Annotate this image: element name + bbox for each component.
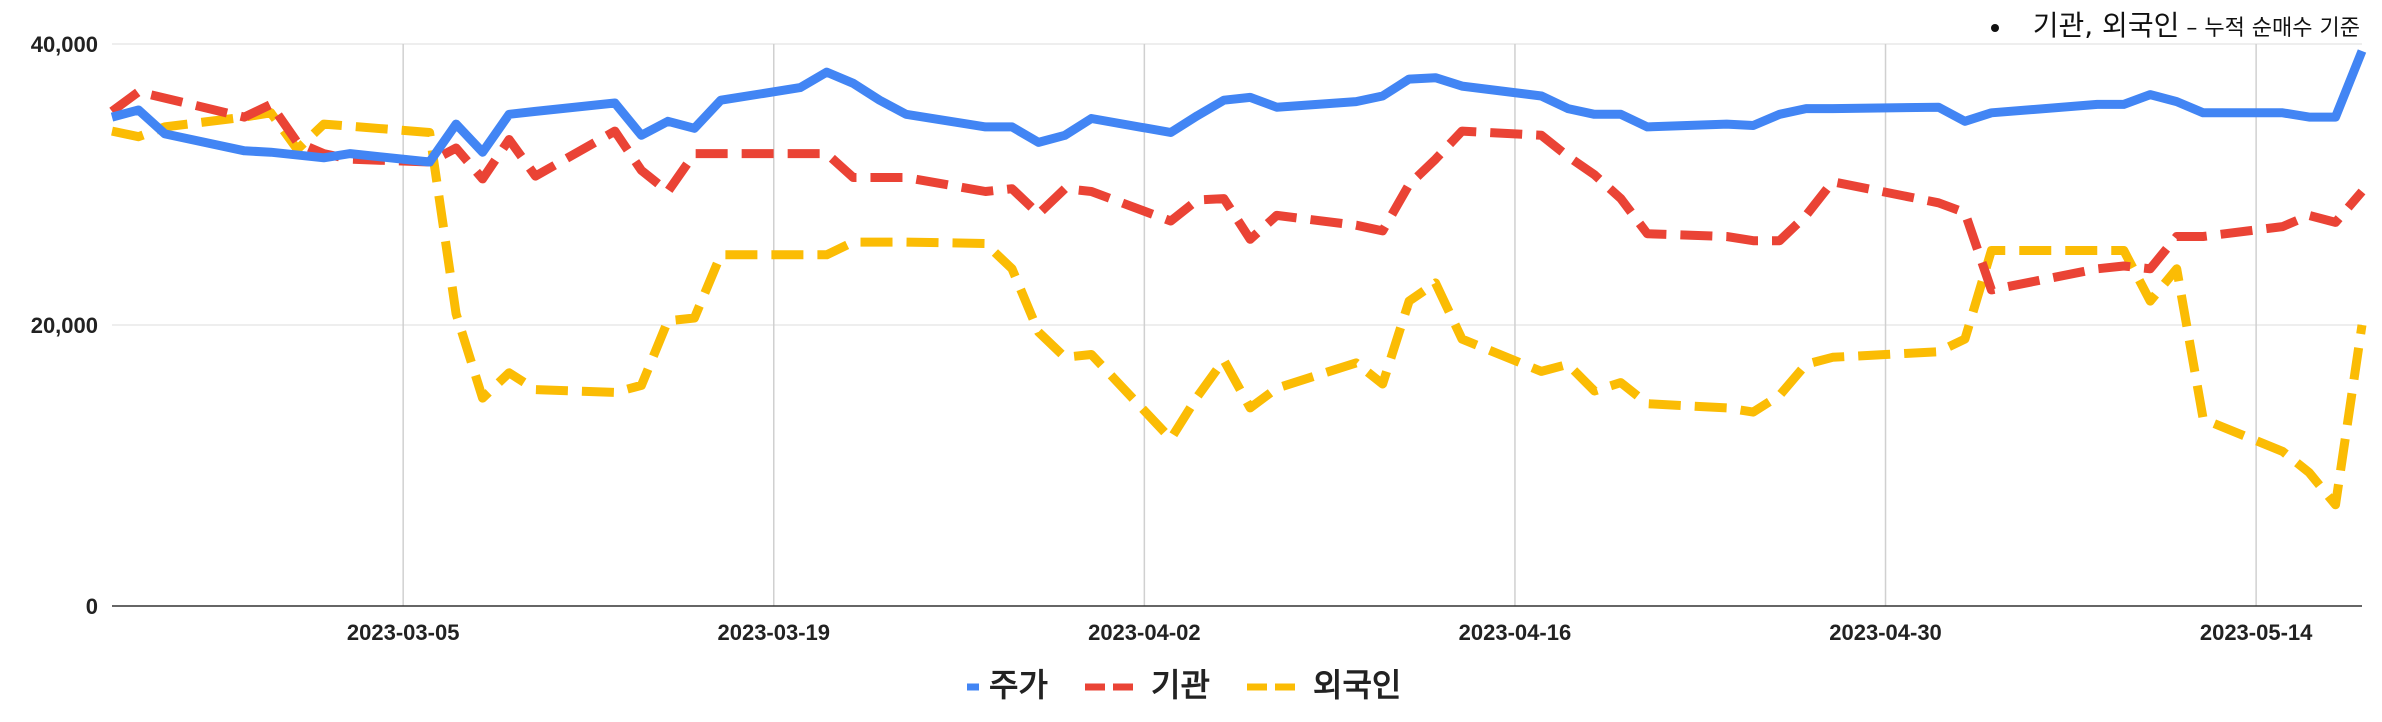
x-tick-label: 2023-04-30: [1829, 620, 1942, 645]
grid: [112, 43, 2362, 607]
series-line-2: [109, 87, 2366, 295]
x-tick-label: 2023-04-02: [1088, 620, 1201, 645]
annotation-note: 기관, 외국인 – 누적 순매수 기준: [1990, 4, 2360, 44]
annotation-strong: 기관, 외국인: [2032, 9, 2180, 42]
legend-item-2: 기관: [1085, 667, 1210, 703]
x-tick-label: 2023-03-19: [717, 620, 830, 645]
series-lines: [109, 49, 2367, 510]
axis-labels: 0 20,000 40,000 2023-03-05 2023-03-19 2023-04…: [31, 32, 2313, 645]
series-line-1: [110, 49, 2367, 167]
x-tick-label: 2023-05-14: [2200, 620, 2313, 645]
legend-item-3: 외국인: [1247, 667, 1401, 703]
legend-label: 주가: [989, 667, 1048, 703]
y-tick-label: 0: [86, 594, 98, 619]
bullet-icon: [1990, 23, 1999, 32]
x-tick-label: 2023-04-16: [1459, 620, 1572, 645]
x-tick-label: 2023-03-05: [347, 620, 460, 645]
legend-label: 기관: [1151, 667, 1210, 703]
legend: 주가 기관 외국인: [967, 667, 1401, 703]
y-tick-label: 20,000: [31, 313, 98, 338]
y-tick-label: 40,000: [31, 32, 98, 57]
legend-item-1: 주가: [967, 667, 1048, 703]
legend-label: 외국인: [1313, 667, 1401, 703]
annotation-weak: – 누적 순매수 기준: [2179, 16, 2360, 41]
series-line-3: [111, 108, 2367, 510]
